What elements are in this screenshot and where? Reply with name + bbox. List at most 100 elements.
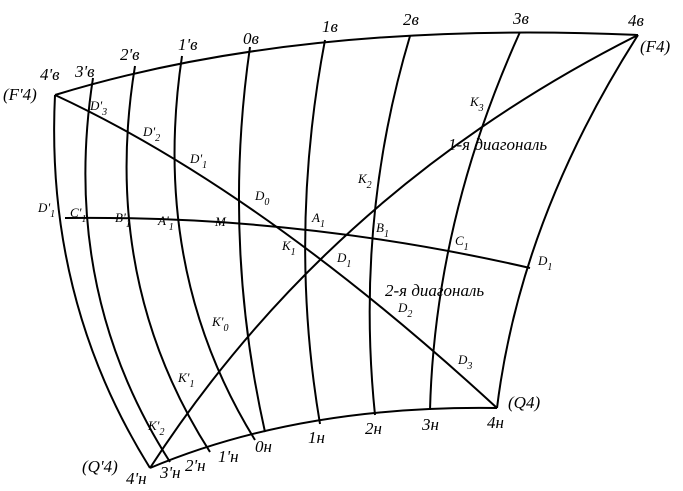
top-mark: 1в	[322, 17, 339, 36]
point-name: D	[336, 250, 347, 265]
point-name: K	[357, 171, 368, 186]
top-edge	[54, 31, 639, 96]
point-label: A1	[311, 210, 325, 230]
point-label: B'1	[115, 210, 131, 230]
point-name: D'	[142, 124, 155, 139]
point-name: B'	[115, 210, 126, 225]
diagonal-2	[54, 94, 498, 409]
corner-label: (F4)	[640, 37, 671, 56]
bottom-mark: 0н	[255, 437, 272, 456]
meridian	[125, 65, 211, 453]
point-label: D1	[336, 250, 351, 270]
point-label: K3	[469, 94, 484, 114]
bottom-mark: 2'н	[185, 456, 206, 475]
point-label: K'0	[211, 314, 228, 334]
point-label: K'1	[177, 370, 194, 390]
point-name: D	[397, 300, 408, 315]
point-subscript: 2	[155, 133, 160, 144]
point-subscript: 3	[466, 361, 472, 372]
point-subscript: 1	[169, 222, 174, 233]
top-mark: 0в	[243, 29, 260, 48]
point-name: K'	[177, 370, 190, 385]
point-label: B1	[376, 220, 389, 240]
point-label: D2	[397, 300, 412, 320]
top-mark: 3в	[512, 9, 530, 28]
point-name: D	[254, 188, 265, 203]
point-label: C1	[455, 233, 469, 253]
meridian	[304, 39, 326, 425]
bottom-mark: 4'н	[126, 469, 147, 488]
point-label: D0	[254, 188, 269, 208]
point-name: D	[457, 352, 468, 367]
point-subscript: 1	[346, 259, 351, 270]
point-label: A'1	[157, 213, 174, 233]
point-name: K'	[211, 314, 224, 329]
parallel	[64, 216, 531, 269]
meridian	[429, 31, 521, 411]
point-name: D'	[189, 151, 202, 166]
point-name: D'	[37, 200, 50, 215]
point-name: D	[537, 253, 548, 268]
corner-label: (Q'4)	[82, 457, 118, 476]
point-label: M	[214, 214, 227, 229]
point-name: D'	[89, 98, 102, 113]
top-mark: 3'в	[74, 62, 95, 81]
meridian	[237, 46, 266, 433]
point-subscript: 2	[159, 427, 164, 438]
point-subscript: 0	[264, 197, 269, 208]
bottom-mark: 3н	[421, 415, 439, 434]
point-label: D'2	[142, 124, 160, 144]
meridian	[368, 35, 411, 416]
point-subscript: 1	[384, 229, 389, 240]
bottom-mark: 4н	[487, 413, 504, 432]
point-subscript: 1	[464, 242, 469, 253]
corner-label: (Q4)	[508, 393, 540, 412]
point-name: A'	[157, 213, 169, 228]
point-label: D'3	[89, 98, 107, 118]
meridian	[173, 55, 256, 441]
top-mark: 1'в	[178, 35, 198, 54]
bottom-mark: 3'н	[159, 463, 181, 482]
point-subscript: 3	[101, 107, 107, 118]
meridian	[84, 77, 171, 463]
right-edge	[496, 34, 639, 409]
left-edge	[53, 94, 151, 469]
point-name: C'	[70, 205, 82, 220]
diagonal-label: 1-я диагональ	[448, 135, 547, 154]
point-name: M	[214, 214, 227, 229]
bottom-edge	[149, 406, 498, 469]
point-subscript: 0	[223, 323, 228, 334]
grid-lines	[53, 31, 639, 469]
point-label: K1	[281, 238, 296, 258]
point-name: K	[469, 94, 480, 109]
point-subscript: 1	[189, 379, 194, 390]
point-label: C'1	[70, 205, 86, 225]
top-mark: 2'в	[120, 45, 140, 64]
point-subscript: 1	[81, 214, 86, 225]
point-label: D3	[457, 352, 472, 372]
top-mark: 4'в	[40, 65, 60, 84]
point-label: K'2	[147, 418, 164, 438]
corner-label: (F'4)	[3, 85, 37, 104]
point-subscript: 1	[50, 209, 55, 220]
point-label: K2	[357, 171, 372, 191]
point-name: K'	[147, 418, 160, 433]
point-name: A	[311, 210, 320, 225]
point-subscript: 1	[126, 219, 131, 230]
bottom-mark: 1'н	[218, 447, 239, 466]
point-subscript: 1	[320, 219, 325, 230]
diagonal-1	[149, 34, 639, 469]
diagonal-label: 2-я диагональ	[385, 281, 484, 300]
point-subscript: 1	[202, 160, 207, 171]
top-mark: 4в	[628, 11, 645, 30]
point-subscript: 2	[367, 180, 372, 191]
bottom-mark: 2н	[365, 419, 382, 438]
top-mark: 2в	[403, 10, 420, 29]
point-name: K	[281, 238, 292, 253]
point-subscript: 1	[547, 262, 552, 273]
point-label: D1	[537, 253, 552, 273]
point-subscript: 2	[407, 309, 412, 320]
point-name: C	[455, 233, 464, 248]
bottom-mark: 1н	[308, 428, 325, 447]
